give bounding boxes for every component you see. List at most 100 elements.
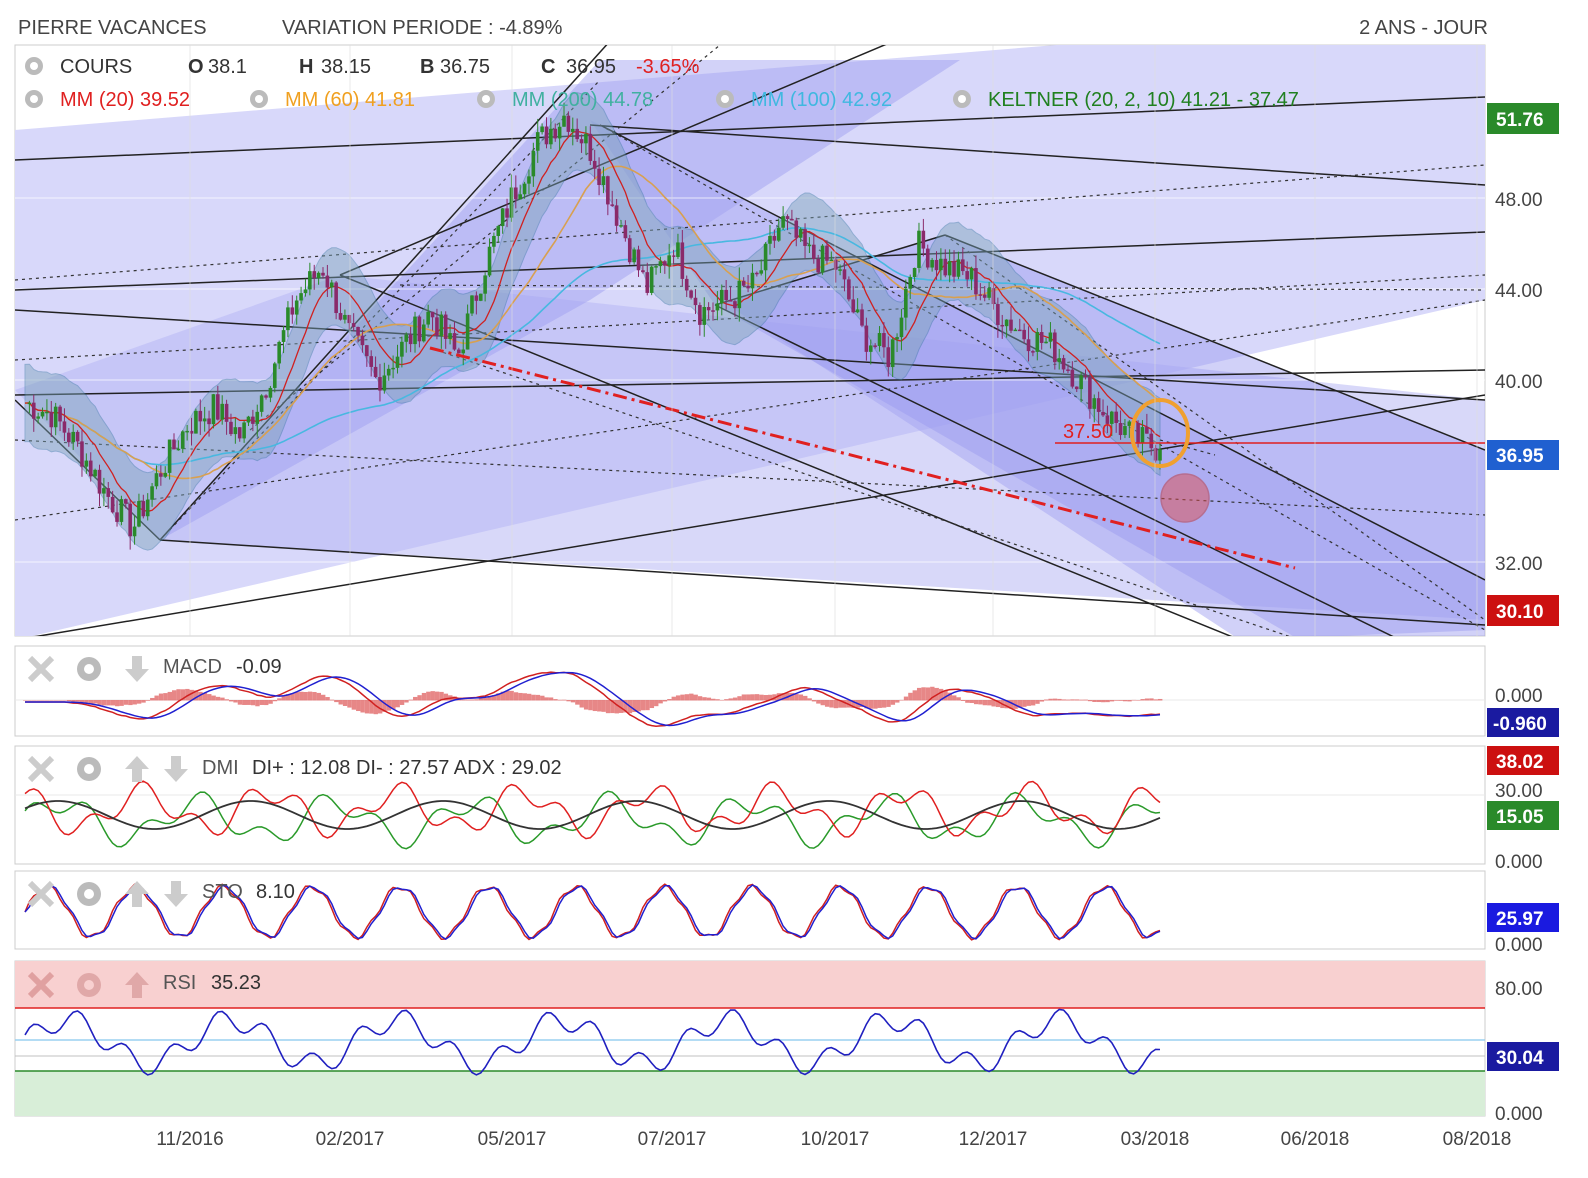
candle: [562, 102, 566, 127]
low-value: 36.75: [440, 56, 490, 78]
close-icon[interactable]: [27, 971, 55, 999]
candle: [264, 394, 268, 400]
candle: [93, 468, 97, 479]
macd-bar: [526, 693, 532, 701]
macd-bar: [895, 700, 900, 703]
candle: [80, 430, 84, 477]
gear-icon[interactable]: [25, 57, 43, 75]
candle: [522, 181, 527, 199]
macd-bar: [1140, 699, 1145, 701]
macd-bar: [535, 694, 541, 701]
macd-bar: [1136, 700, 1141, 701]
candle: [242, 420, 246, 443]
macd-bar: [1096, 700, 1102, 703]
candle: [776, 218, 781, 242]
macd-bar: [1048, 698, 1053, 701]
arrow-up-icon[interactable]: [125, 972, 149, 998]
candle: [623, 220, 628, 242]
arrow-down-icon[interactable]: [125, 656, 149, 682]
macd-bar: [320, 694, 326, 701]
macd-bar: [570, 700, 576, 703]
candle: [868, 339, 873, 365]
target-circle: [1160, 473, 1210, 523]
macd-bar: [803, 695, 808, 701]
macd-bar: [991, 700, 996, 707]
rsi-value: 35.23: [211, 972, 261, 994]
macd-bar: [965, 700, 970, 703]
macd-bar: [995, 700, 1001, 708]
candle: [382, 362, 387, 394]
candle: [667, 243, 671, 279]
macd-bar: [632, 700, 637, 712]
candle: [435, 308, 439, 340]
high-value: 38.15: [321, 56, 371, 78]
candle: [1114, 402, 1118, 433]
candle: [31, 394, 36, 432]
macd-bar: [562, 699, 567, 701]
close-icon[interactable]: [27, 655, 55, 683]
arrow-up-icon[interactable]: [125, 756, 149, 782]
period-selector[interactable]: 2 ANS - JOUR: [1359, 17, 1488, 39]
macd-bar: [386, 700, 392, 711]
macd-bar: [101, 700, 107, 706]
close-icon[interactable]: [27, 755, 55, 783]
macd-bar: [1044, 699, 1049, 701]
macd-bar: [474, 699, 479, 701]
gear-icon[interactable]: [953, 90, 971, 108]
gear-icon[interactable]: [477, 90, 495, 108]
candle: [557, 122, 562, 152]
trend-line: [944, 234, 1485, 451]
macd-bar: [395, 700, 400, 708]
macd-bar: [864, 700, 869, 709]
trend-line: [599, 124, 1485, 581]
candle: [211, 393, 216, 429]
candle: [62, 408, 67, 441]
candle: [194, 408, 198, 434]
arrow-up-icon[interactable]: [125, 881, 149, 907]
candle: [549, 117, 553, 149]
macd-bar: [58, 700, 63, 701]
macd-bar: [334, 700, 339, 703]
macd-bar: [421, 692, 427, 701]
arrow-down-icon[interactable]: [164, 881, 188, 907]
gear-icon[interactable]: [25, 90, 43, 108]
candle: [97, 464, 102, 507]
macd-bar: [478, 698, 484, 701]
close-icon[interactable]: [27, 880, 55, 908]
cours-label: COURS: [60, 56, 132, 78]
arrow-down-icon[interactable]: [164, 756, 188, 782]
gear-icon[interactable]: [77, 757, 101, 781]
macd-bar: [106, 700, 111, 706]
gear-icon[interactable]: [250, 90, 268, 108]
macd-bar: [947, 692, 953, 701]
candle: [360, 329, 365, 353]
candle: [531, 142, 536, 187]
candle: [237, 427, 242, 442]
macd-bar: [509, 690, 514, 701]
rsi-label: RSI: [163, 972, 196, 994]
gear-icon[interactable]: [716, 90, 734, 108]
price-axis: 48.00 44.00 40.00 32.00 51.76 36.95 30.1…: [1487, 103, 1559, 626]
candle: [123, 498, 128, 509]
macd-bar: [618, 700, 624, 713]
macd-bar: [465, 699, 471, 701]
macd-bar: [500, 691, 506, 701]
candle: [636, 245, 641, 277]
candle: [728, 286, 733, 302]
macd-bar: [233, 700, 238, 703]
candle: [299, 286, 303, 304]
macd-bar: [312, 691, 317, 701]
macd-label: MACD: [163, 656, 222, 678]
gear-icon[interactable]: [77, 973, 101, 997]
period-variation: VARIATION PERIODE : -4.89%: [282, 17, 563, 39]
macd-bar: [1039, 700, 1045, 702]
candle: [421, 319, 426, 343]
candle: [575, 118, 579, 142]
gear-icon[interactable]: [77, 882, 101, 906]
trend-line: [339, 274, 1233, 636]
macd-bar: [88, 700, 94, 704]
macd-bar: [259, 700, 265, 705]
gear-icon[interactable]: [77, 657, 101, 681]
macd-bar: [605, 700, 611, 714]
macd-bar: [522, 693, 527, 701]
